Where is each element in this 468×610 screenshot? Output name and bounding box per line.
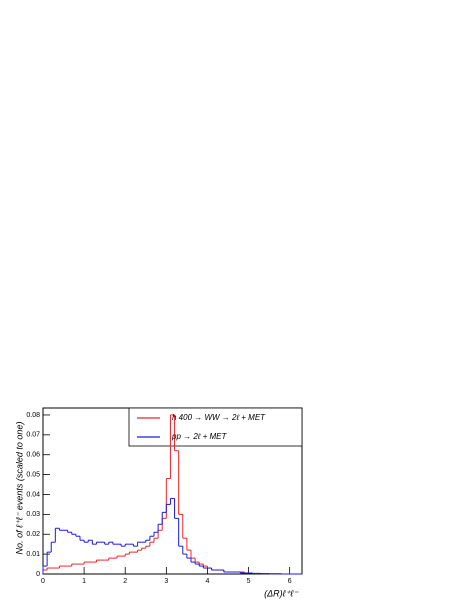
legend-label: h 400 → WW → 2ℓ + MET bbox=[172, 413, 266, 422]
y-axis-label: No. of ℓ⁺ℓ⁻ events (scaled to one) bbox=[14, 422, 24, 555]
x-tick-label: 4 bbox=[205, 578, 209, 585]
legend-label: pp → 2ℓ + MET bbox=[171, 432, 227, 441]
y-tick-label: 0.05 bbox=[26, 471, 40, 478]
y-tick-label: 0.06 bbox=[26, 452, 40, 459]
x-tick-label: 6 bbox=[288, 578, 292, 585]
legend-box bbox=[128, 407, 303, 447]
x-tick-label: 1 bbox=[82, 578, 86, 585]
y-tick-label: 0.04 bbox=[26, 491, 40, 498]
y-tick-label: 0.03 bbox=[26, 511, 40, 518]
y-tick-label: 0.01 bbox=[26, 551, 40, 558]
x-tick-label: 0 bbox=[41, 578, 45, 585]
x-tick-label: 2 bbox=[123, 578, 127, 585]
x-tick-label: 5 bbox=[247, 578, 251, 585]
y-tick-label: 0 bbox=[36, 571, 40, 578]
y-tick-label: 0.08 bbox=[26, 412, 40, 419]
y-tick-label: 0.07 bbox=[26, 432, 40, 439]
x-tick-label: 3 bbox=[164, 578, 168, 585]
y-tick-label: 0.02 bbox=[26, 531, 40, 538]
x-axis-label: (ΔR)ℓ⁺ℓ⁻ bbox=[264, 588, 299, 598]
